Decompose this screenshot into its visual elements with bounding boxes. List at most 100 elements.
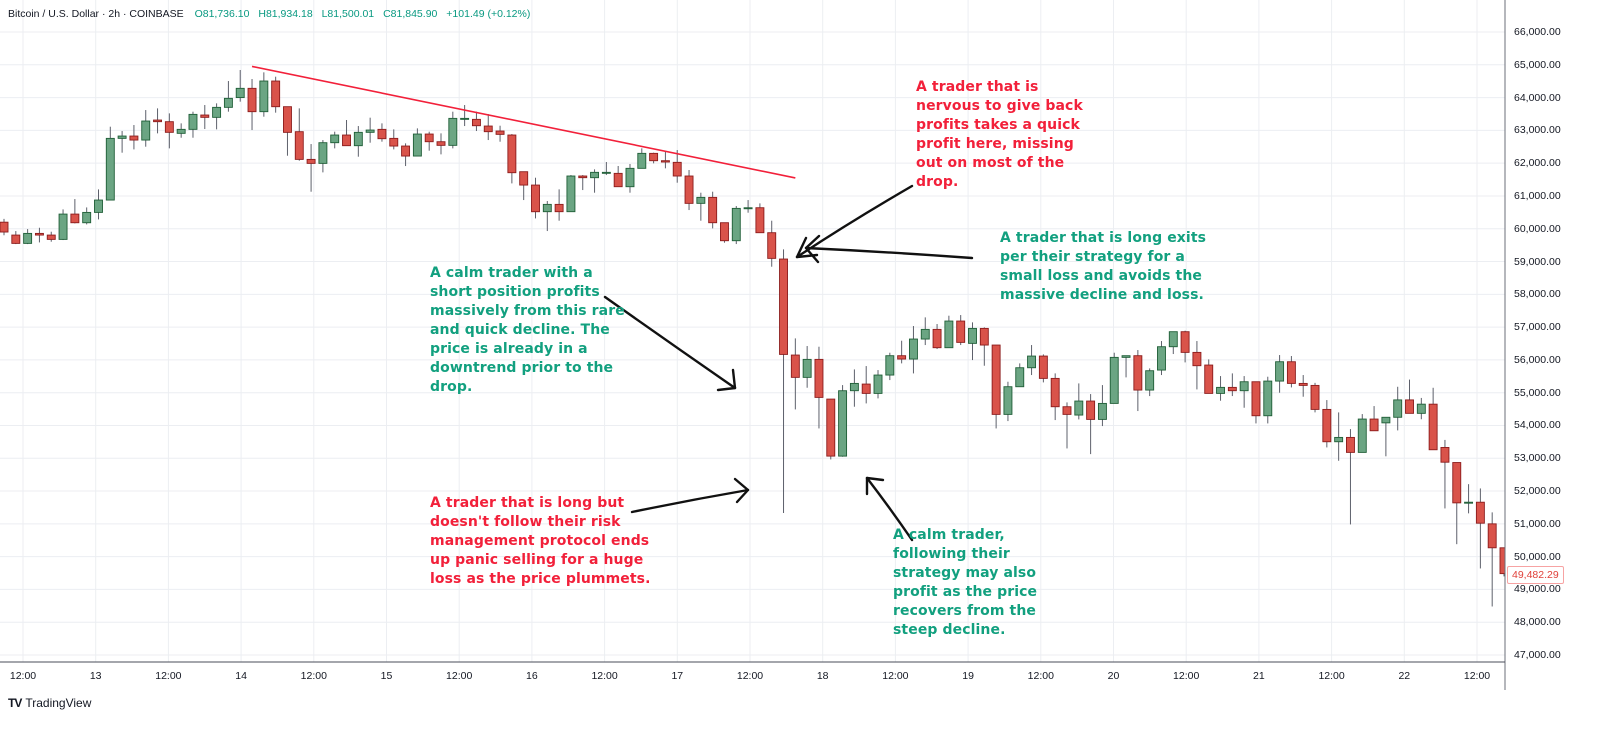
x-tick-label: 12:00 bbox=[1318, 670, 1345, 682]
candle-body bbox=[1440, 446, 1450, 463]
candle-body bbox=[1310, 384, 1320, 410]
candle-body bbox=[342, 134, 351, 147]
candle-body bbox=[1263, 380, 1273, 417]
candle-body bbox=[117, 135, 127, 139]
annotation-calm-short[interactable]: A calm trader with a short position prof… bbox=[430, 265, 625, 395]
candle-body bbox=[991, 344, 1001, 415]
candle-body bbox=[601, 171, 611, 174]
annotation-nervous-trader[interactable]: A trader that is nervous to give back pr… bbox=[916, 79, 1083, 190]
candle-body bbox=[283, 106, 292, 133]
candle-up bbox=[223, 81, 233, 112]
candle-down bbox=[519, 171, 529, 201]
candle-down bbox=[991, 344, 1001, 429]
y-tick-label: 48,000.00 bbox=[1514, 616, 1561, 629]
candle-body bbox=[23, 232, 33, 244]
candle-down bbox=[1298, 375, 1308, 397]
candle-body bbox=[1464, 501, 1474, 504]
candle-down bbox=[708, 191, 718, 229]
candle-up bbox=[968, 322, 977, 361]
tradingview-brand[interactable]: TV TradingView bbox=[8, 696, 91, 710]
candle-up bbox=[94, 189, 103, 220]
candle-up bbox=[1334, 412, 1344, 461]
ohlc-open: O81,736.10 bbox=[194, 8, 250, 20]
candle-body bbox=[1168, 331, 1178, 348]
candle-body bbox=[1322, 408, 1332, 443]
symbol-title[interactable]: Bitcoin / U.S. Dollar · 2h · COINBASE bbox=[8, 8, 184, 20]
x-tick-label: 12:00 bbox=[300, 670, 327, 682]
y-tick-label: 56,000.00 bbox=[1514, 353, 1561, 366]
candle-up bbox=[1416, 397, 1426, 420]
x-tick-label: 12:00 bbox=[1027, 670, 1054, 682]
candle-body bbox=[838, 390, 848, 457]
candle-body bbox=[1157, 346, 1166, 371]
candle-body bbox=[412, 133, 422, 157]
candle-body bbox=[885, 355, 895, 376]
candle-up bbox=[58, 209, 68, 241]
x-tick-label: 12:00 bbox=[882, 670, 909, 682]
candle-body bbox=[720, 222, 729, 242]
candle-up bbox=[601, 162, 611, 176]
candle-body bbox=[1381, 416, 1391, 424]
candle-down bbox=[436, 133, 446, 155]
candle-body bbox=[495, 130, 505, 135]
candle-body bbox=[956, 320, 966, 343]
candle-body bbox=[1133, 355, 1143, 391]
candle-down bbox=[1133, 350, 1143, 412]
grid bbox=[0, 0, 1505, 662]
arrow-long-exits bbox=[804, 234, 974, 264]
y-tick-label: 54,000.00 bbox=[1514, 419, 1561, 432]
candle-up bbox=[188, 111, 198, 138]
candle-down bbox=[1346, 429, 1355, 525]
candle-up bbox=[259, 72, 269, 117]
candle-body bbox=[649, 152, 659, 162]
candle-up bbox=[1074, 383, 1084, 420]
candle-body bbox=[637, 152, 647, 169]
candle-down bbox=[979, 327, 989, 366]
candle-up bbox=[590, 169, 600, 193]
candle-body bbox=[1475, 501, 1485, 524]
candle-body bbox=[223, 97, 233, 108]
candle-down bbox=[483, 114, 493, 141]
x-tick-label: 13 bbox=[89, 670, 102, 682]
candle-down bbox=[1475, 488, 1485, 569]
y-tick-label: 55,000.00 bbox=[1514, 386, 1561, 399]
candle-body bbox=[507, 134, 517, 174]
candle-up bbox=[235, 70, 245, 102]
annotation-panic-seller[interactable]: A trader that is long but doesn't follow… bbox=[430, 495, 651, 587]
candle-body bbox=[861, 383, 871, 394]
annotation-long-exits[interactable]: A trader that is long exits per their st… bbox=[1000, 230, 1207, 303]
annotation-calm-recovery[interactable]: A calm trader, following their strategy … bbox=[893, 527, 1038, 638]
candle-body bbox=[849, 382, 859, 392]
candle-up bbox=[1097, 385, 1107, 427]
candle-up bbox=[920, 317, 930, 346]
trendline[interactable] bbox=[251, 65, 796, 179]
candle-up bbox=[23, 229, 33, 245]
candle-down bbox=[1192, 341, 1202, 390]
candle-down bbox=[613, 166, 623, 188]
candle-body bbox=[436, 141, 446, 146]
candle-body bbox=[247, 87, 257, 113]
y-tick-label: 50,000.00 bbox=[1514, 550, 1561, 563]
candle-body bbox=[1499, 547, 1505, 575]
candle-body bbox=[353, 131, 363, 147]
candle-down bbox=[1286, 356, 1296, 388]
candle-up bbox=[849, 369, 859, 407]
candle-down bbox=[377, 123, 387, 142]
x-tick-label: 12:00 bbox=[1173, 670, 1200, 682]
arrow-nervous-trader bbox=[795, 184, 914, 259]
candle-body bbox=[259, 80, 269, 113]
candle-up bbox=[105, 126, 115, 201]
candle-up bbox=[743, 200, 753, 213]
candle-down bbox=[861, 366, 871, 404]
candle-body bbox=[153, 119, 162, 123]
candle-body bbox=[1109, 356, 1119, 404]
candle-down bbox=[164, 113, 174, 149]
candle-up bbox=[542, 201, 552, 232]
candle-body bbox=[1428, 403, 1438, 451]
candle-up bbox=[1168, 331, 1178, 355]
candle-down bbox=[306, 144, 316, 192]
candle-down bbox=[1428, 387, 1438, 451]
candle-up bbox=[1393, 386, 1403, 431]
candle-body bbox=[306, 158, 316, 164]
